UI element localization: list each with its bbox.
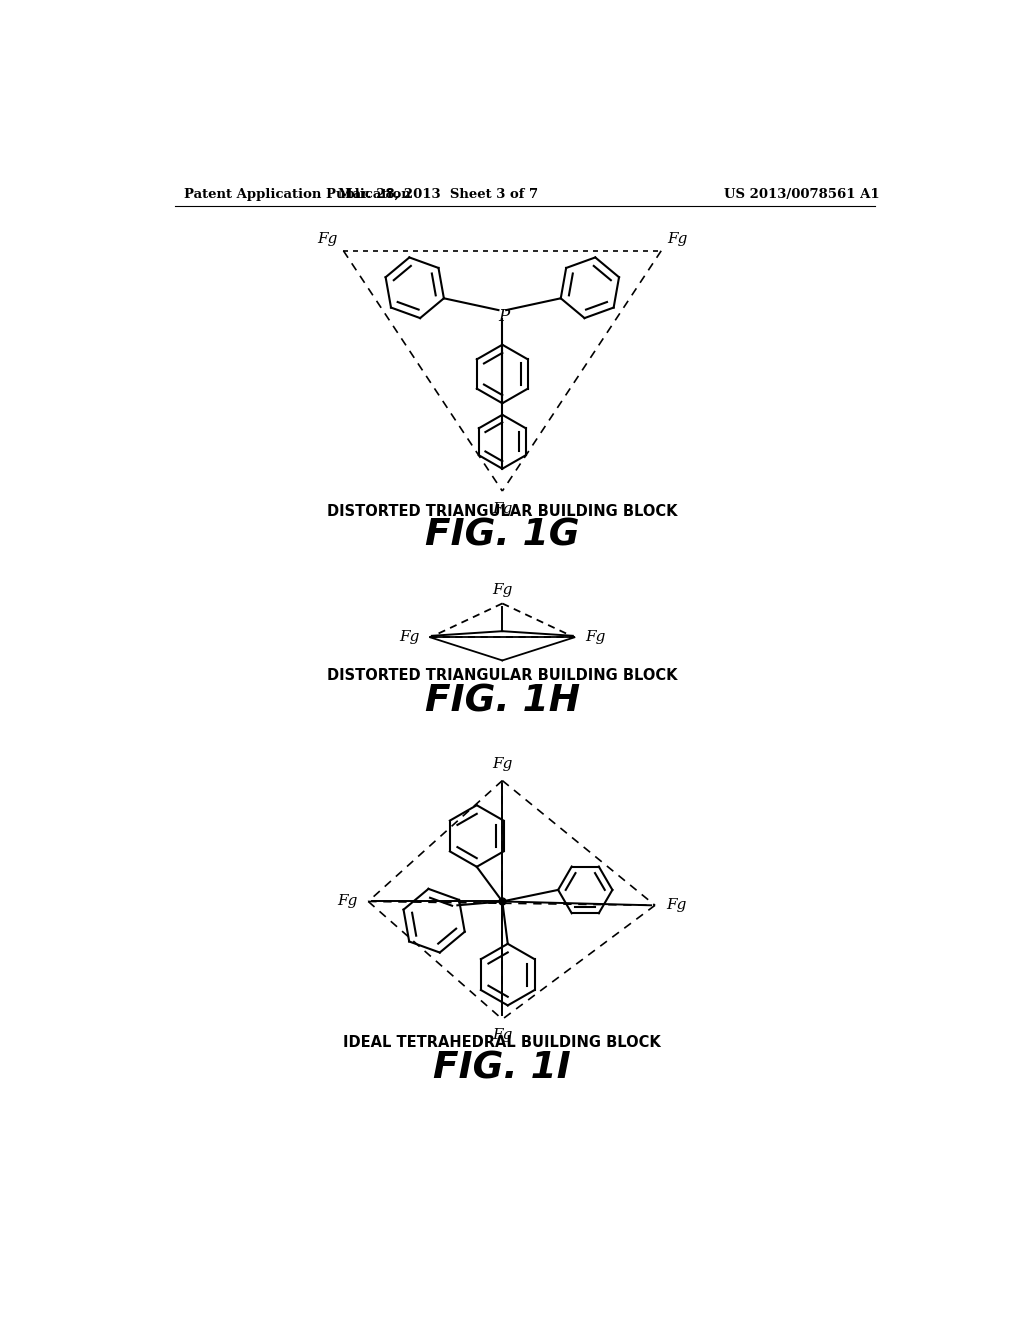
Text: FIG. 1G: FIG. 1G — [425, 517, 580, 553]
Text: DISTORTED TRIANGULAR BUILDING BLOCK: DISTORTED TRIANGULAR BUILDING BLOCK — [327, 503, 678, 519]
Text: Mar. 28, 2013  Sheet 3 of 7: Mar. 28, 2013 Sheet 3 of 7 — [338, 187, 538, 201]
Text: Fg: Fg — [316, 232, 337, 246]
Text: Fg: Fg — [586, 631, 605, 644]
Text: Fg: Fg — [493, 1028, 513, 1043]
Text: P: P — [499, 308, 509, 325]
Text: Fg: Fg — [337, 895, 357, 908]
Text: Fg: Fg — [493, 583, 513, 597]
Text: Fg: Fg — [493, 502, 513, 516]
Text: FIG. 1H: FIG. 1H — [425, 684, 580, 719]
Text: IDEAL TETRAHEDRAL BUILDING BLOCK: IDEAL TETRAHEDRAL BUILDING BLOCK — [343, 1035, 662, 1049]
Text: DISTORTED TRIANGULAR BUILDING BLOCK: DISTORTED TRIANGULAR BUILDING BLOCK — [327, 668, 678, 684]
Text: FIG. 1I: FIG. 1I — [433, 1051, 571, 1086]
Text: US 2013/0078561 A1: US 2013/0078561 A1 — [724, 187, 880, 201]
Text: Fg: Fg — [668, 232, 688, 246]
Text: Fg: Fg — [493, 758, 513, 771]
Text: Fg: Fg — [399, 631, 420, 644]
Text: Patent Application Publication: Patent Application Publication — [183, 187, 411, 201]
Text: Fg: Fg — [666, 899, 686, 912]
